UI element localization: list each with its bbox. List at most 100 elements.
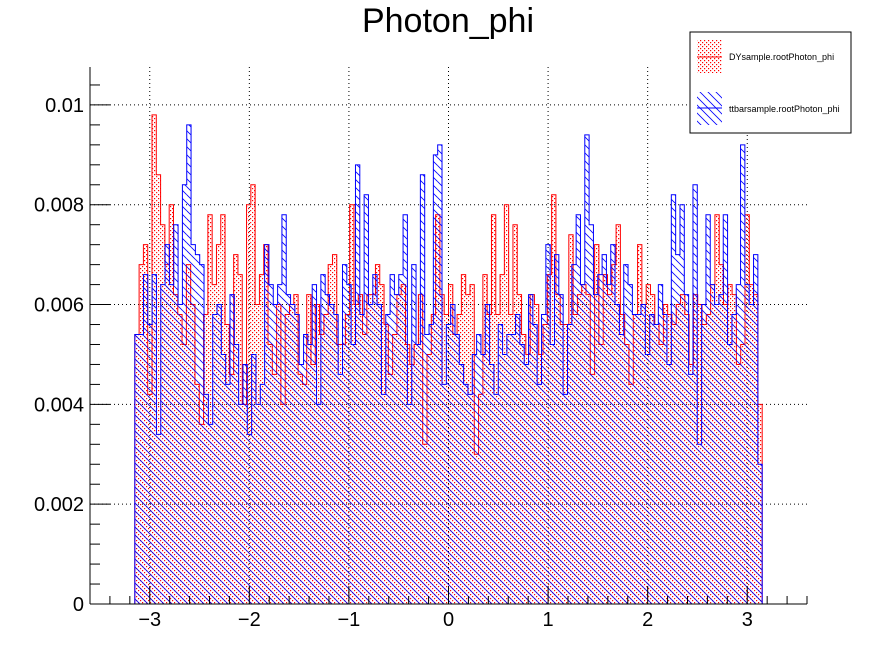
bar-ttbar	[502, 354, 507, 604]
bar-ttbar	[221, 354, 226, 604]
bar-ttbar	[463, 384, 468, 604]
bar-ttbar	[143, 274, 148, 604]
bar-ttbar	[636, 314, 642, 604]
bar-ttbar	[701, 304, 706, 604]
bar-ttbar	[584, 134, 590, 605]
bar-ttbar	[731, 314, 737, 604]
bar-ttbar	[541, 314, 546, 604]
bar-ttbar	[606, 284, 611, 604]
bar-ttbar	[589, 224, 594, 605]
bar-ttbar	[411, 264, 417, 604]
bar-ttbar	[416, 344, 421, 604]
bar-ttbar	[281, 214, 287, 604]
y-tick-label: 0.004	[34, 394, 84, 416]
bar-ttbar	[537, 384, 542, 604]
bar-ttbar	[684, 294, 689, 604]
bar-ttbar	[264, 244, 269, 605]
bar-ttbar	[524, 364, 529, 604]
bar-ttbar	[658, 284, 663, 604]
y-tick-label: 0.006	[34, 295, 84, 317]
bar-ttbar	[359, 314, 365, 604]
bar-dy	[207, 214, 213, 604]
bar-ttbar	[692, 184, 698, 604]
bar-ttbar	[208, 424, 213, 604]
bar-ttbar	[312, 284, 317, 604]
bar-ttbar	[654, 324, 659, 604]
bar-ttbar	[429, 324, 434, 604]
bar-ttbar	[506, 334, 512, 604]
bar-ttbar	[632, 314, 637, 604]
axes	[89, 67, 808, 605]
bar-ttbar	[325, 294, 330, 604]
bar-ttbar	[147, 324, 153, 604]
bar-ttbar	[480, 354, 486, 604]
bar-ttbar	[251, 354, 256, 604]
bar-ttbar	[571, 264, 577, 604]
bar-ttbar	[385, 314, 391, 604]
bar-ttbar	[286, 294, 291, 604]
bar-ttbar	[688, 374, 693, 604]
bar-ttbar	[476, 334, 481, 604]
bar-ttbar	[679, 204, 685, 604]
bar-ttbar	[242, 364, 248, 604]
x-tick-label: 1	[543, 609, 554, 631]
x-tick-label: 3	[742, 609, 753, 631]
bar-ttbar	[299, 364, 304, 604]
bar-ttbar	[255, 404, 261, 604]
bar-ttbar	[662, 314, 667, 604]
bar-ttbar	[420, 174, 425, 604]
y-tick-label: 0.008	[34, 195, 84, 217]
x-tick-label: 2	[642, 609, 653, 631]
bar-ttbar	[744, 284, 750, 604]
bar-ttbar	[718, 294, 724, 604]
bar-dy	[246, 204, 251, 604]
bar-ttbar	[195, 254, 200, 604]
bar-ttbar	[225, 384, 231, 604]
bar-ttbar	[498, 324, 503, 604]
bar-ttbar	[714, 304, 719, 604]
bar-ttbar	[736, 284, 741, 604]
bar-ttbar	[550, 344, 555, 604]
bar-ttbar	[467, 394, 473, 604]
bar-ttbar	[727, 344, 732, 604]
bar-ttbar	[217, 304, 222, 604]
bar-ttbar	[433, 154, 438, 604]
bar-ttbar	[446, 324, 451, 604]
bar-ttbar	[580, 284, 585, 604]
bar-ttbar	[186, 124, 192, 604]
bar-ttbar	[623, 264, 629, 604]
x-tick-label: 0	[443, 609, 454, 631]
bar-ttbar	[424, 334, 430, 604]
bar-ttbar	[390, 274, 395, 604]
bar-ttbar	[472, 354, 477, 604]
bar-ttbar	[316, 404, 321, 604]
chart-title: Photon_phi	[362, 2, 534, 40]
bar-ttbar	[705, 214, 711, 604]
bar-ttbar	[204, 394, 209, 604]
bar-ttbar	[333, 314, 339, 604]
bar-ttbar	[545, 244, 551, 605]
bar-ttbar	[532, 324, 538, 604]
bar-ttbar	[442, 384, 447, 604]
bar-ttbar	[139, 334, 144, 604]
x-tick-label: −3	[138, 609, 161, 631]
bar-ttbar	[671, 194, 676, 604]
bar-ttbar	[403, 214, 408, 604]
bar-ttbar	[169, 284, 174, 604]
bar-ttbar	[234, 344, 239, 604]
bar-ttbar	[645, 354, 650, 604]
bar-ttbar	[563, 394, 568, 604]
bar-ttbar	[394, 294, 399, 604]
bar-ttbar	[329, 304, 334, 604]
bar-ttbar	[554, 254, 559, 604]
bar-ttbar	[757, 464, 763, 604]
bar-ttbar	[558, 294, 564, 604]
bar-ttbar	[182, 184, 187, 604]
y-tick-label: 0.01	[45, 95, 84, 117]
bar-ttbar	[459, 364, 464, 604]
bar-ttbar	[173, 224, 179, 605]
bar-ttbar	[355, 164, 360, 604]
legend-label-dy: DYsample.rootPhoton_phi	[729, 52, 834, 62]
bar-ttbar	[290, 304, 295, 604]
